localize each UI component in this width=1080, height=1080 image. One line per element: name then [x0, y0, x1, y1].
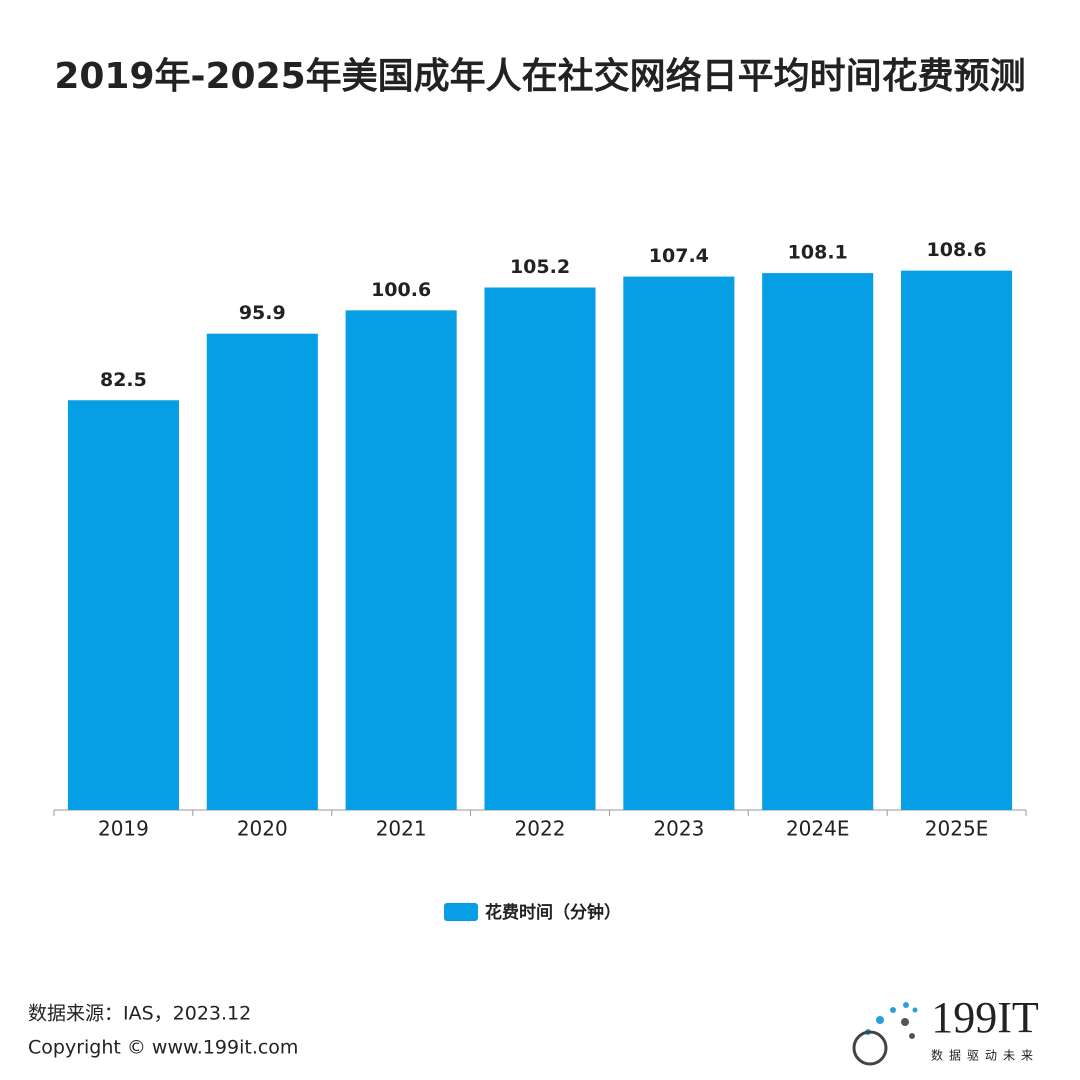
- x-tick-label: 2020: [237, 817, 288, 841]
- data-label: 108.6: [927, 239, 987, 261]
- legend-label: 花费时间（分钟）: [485, 902, 621, 923]
- data-label: 95.9: [239, 302, 286, 324]
- data-label: 108.1: [788, 242, 848, 264]
- data-label: 100.6: [371, 279, 431, 301]
- bar: [206, 333, 318, 810]
- bar: [345, 310, 457, 810]
- x-tick-label: 2019: [98, 817, 149, 841]
- x-tick-label: 2021: [376, 817, 427, 841]
- bar: [484, 287, 596, 810]
- bar: [901, 270, 1013, 810]
- chart-title: 2019年-2025年美国成年人在社交网络日平均时间花费预测: [54, 55, 1025, 97]
- source: 数据来源：IAS，2023.12: [28, 1003, 251, 1025]
- data-label: 107.4: [649, 245, 709, 267]
- logo: 199IT: [931, 993, 1039, 1042]
- x-tick-label: 2025E: [925, 817, 989, 841]
- bar: [623, 276, 735, 811]
- data-label: 82.5: [100, 369, 147, 391]
- x-tick-label: 2023: [653, 817, 704, 841]
- bar: [762, 273, 874, 810]
- logo-dots: [852, 1002, 918, 1066]
- bar: [67, 400, 179, 810]
- copyright: Copyright © www.199it.com: [28, 1037, 298, 1059]
- slogan: 数据驱动未来: [931, 1048, 1039, 1063]
- x-tick-label: 2022: [515, 817, 566, 841]
- legend-swatch: [444, 903, 478, 921]
- data-label: 105.2: [510, 256, 570, 278]
- x-tick-label: 2024E: [786, 817, 850, 841]
